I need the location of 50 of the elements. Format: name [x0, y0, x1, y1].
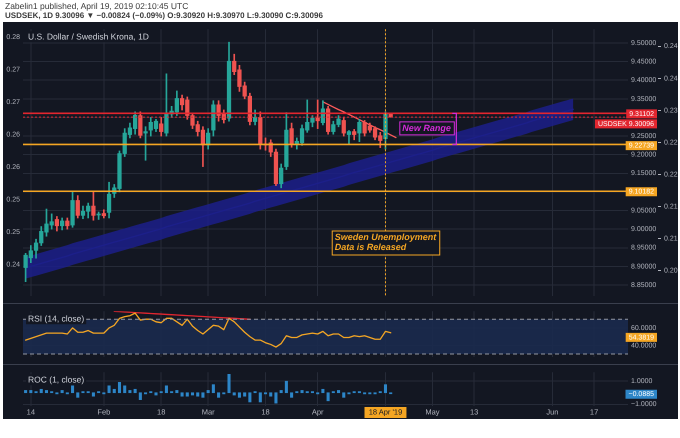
annotation: New Range [402, 122, 451, 133]
bar [190, 392, 194, 396]
bar [243, 392, 246, 397]
bar [284, 380, 288, 394]
bar [300, 390, 304, 394]
bar [76, 392, 80, 398]
chart-title: RSI (14, close) [28, 313, 84, 324]
bar [40, 388, 43, 394]
bar [201, 392, 204, 398]
bar [154, 392, 158, 396]
bar [217, 392, 220, 398]
bar [227, 374, 231, 394]
chart-subtitle: USDSEK, 1D 9.30096 ▼ −0.00824 (−0.09%) O:9.30920 H:9.30970 L:9.30090 C:9.30096 [5, 11, 323, 20]
bar [290, 392, 294, 398]
bar [274, 392, 278, 404]
text: Zabelin1 published, April 19, 2019 02:10:45 UTC [5, 1, 188, 11]
bar [164, 385, 168, 394]
bar [60, 390, 64, 394]
bar [112, 388, 116, 394]
bar [206, 390, 210, 394]
bar [175, 390, 178, 394]
bar [280, 390, 283, 394]
bar [326, 392, 330, 402]
bar [337, 390, 340, 394]
bar [123, 385, 126, 394]
bar [92, 392, 95, 397]
bar [186, 392, 189, 397]
bar [342, 392, 346, 398]
bar [212, 384, 215, 394]
bar [24, 390, 28, 394]
bar [44, 390, 48, 394]
bar [108, 385, 111, 394]
ref-line-label: Sweden Unemployment Data is Released [334, 232, 438, 252]
bar [269, 392, 272, 397]
chart-title: ROC (1, close) [28, 374, 84, 384]
chart-title: U.S. Dollar / Swedish Krona, 1D [28, 31, 149, 42]
bar [384, 384, 388, 394]
bar [238, 392, 241, 398]
bar [248, 392, 252, 402]
bar [71, 385, 74, 394]
bar [196, 392, 200, 397]
bar [138, 392, 142, 400]
bar [134, 388, 137, 394]
bar [118, 382, 122, 394]
bar [180, 392, 184, 397]
bar [258, 392, 262, 402]
bar [321, 388, 324, 394]
bar [29, 390, 32, 394]
bar [128, 390, 132, 394]
bar [232, 392, 236, 396]
